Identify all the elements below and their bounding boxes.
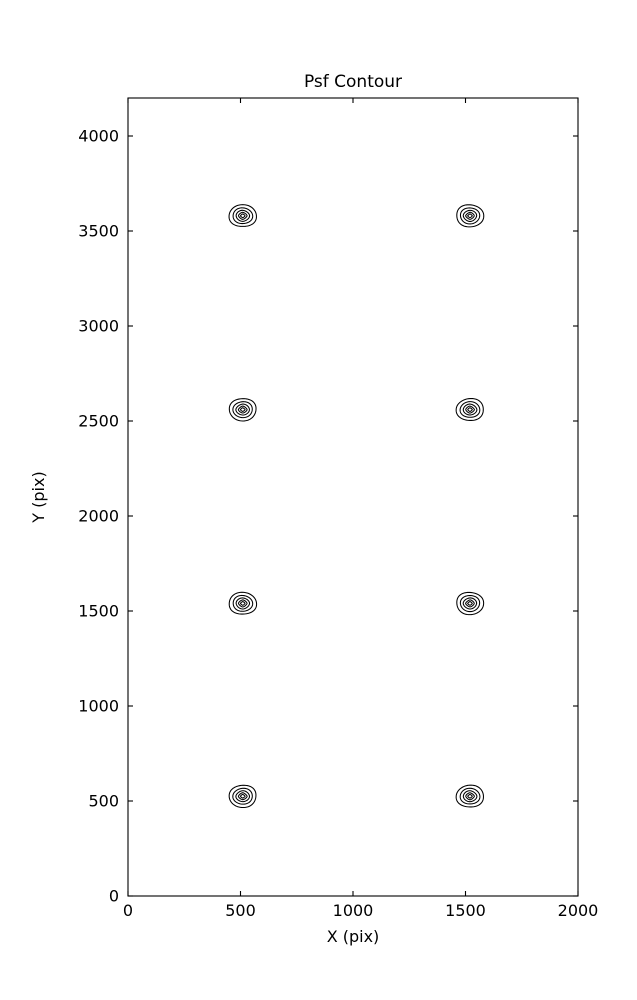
contour-level-ring xyxy=(465,792,475,801)
contour-level-ring xyxy=(235,403,250,416)
contour-level-ring xyxy=(237,599,248,608)
psf-contour-source xyxy=(455,397,484,421)
x-tick-label: 1000 xyxy=(333,901,374,920)
contour-level-ring xyxy=(456,591,485,616)
contour-level-ring xyxy=(239,213,246,219)
contour-level-ring xyxy=(455,784,484,808)
psf-contour-source xyxy=(456,591,485,616)
contour-level-ring xyxy=(459,207,481,225)
y-tick-label: 1000 xyxy=(78,697,119,716)
contour-level-ring xyxy=(228,591,258,615)
contour-level-ring xyxy=(462,597,478,610)
contour-level-ring xyxy=(232,401,253,419)
contour-level-ring xyxy=(455,397,484,421)
y-tick-label: 3000 xyxy=(78,317,119,336)
contour-level-ring xyxy=(467,600,473,606)
contour-level-ring xyxy=(459,401,481,418)
x-tick-label: 1500 xyxy=(445,901,486,920)
contour-level-ring xyxy=(459,787,481,805)
page-title: Psf Contour xyxy=(304,72,402,92)
contour-level-ring xyxy=(232,207,254,225)
contour-level-ring xyxy=(239,407,246,412)
psf-contour-source xyxy=(228,398,257,422)
psf-contour-source xyxy=(228,204,257,227)
contour-level-ring xyxy=(465,405,475,414)
y-axis-label: Y (pix) xyxy=(29,471,48,523)
y-tick-label: 2000 xyxy=(78,507,119,526)
contour-level-ring xyxy=(237,211,248,220)
x-axis-label: X (pix) xyxy=(327,927,380,946)
contour-level-ring xyxy=(228,204,257,227)
y-tick-label: 4000 xyxy=(78,127,119,146)
psf-contour-source xyxy=(455,784,484,808)
contour-level-ring xyxy=(235,790,251,803)
axes-decorations: 0 500 1000 1500 2000 0 500 1000 1500 2000 2500 3000… xyxy=(78,98,598,920)
contour-level-ring xyxy=(462,209,478,222)
contour-level-ring xyxy=(467,213,473,219)
contour-level-ring xyxy=(232,594,254,612)
y-tick-label: 2500 xyxy=(78,412,119,431)
contour-level-ring xyxy=(232,787,253,805)
contour-level-ring xyxy=(456,204,485,228)
y-tick-label: 500 xyxy=(88,792,119,811)
contour-level-ring xyxy=(462,790,478,803)
contour-level-ring xyxy=(228,784,257,809)
contour-group xyxy=(228,204,485,809)
contour-level-ring xyxy=(237,405,248,414)
contour-level-ring xyxy=(235,597,251,610)
contour-level-ring xyxy=(237,792,248,801)
x-tick-label: 500 xyxy=(225,901,256,920)
psf-contour-source xyxy=(456,204,485,228)
contour-level-ring xyxy=(239,793,246,799)
contour-level-ring xyxy=(459,595,481,613)
contour-level-ring xyxy=(465,599,475,608)
x-tick-label: 0 xyxy=(123,901,133,920)
contour-level-ring xyxy=(228,398,257,422)
y-tick-label: 0 xyxy=(109,887,119,906)
y-tick-label: 1500 xyxy=(78,602,119,621)
contour-level-ring xyxy=(467,407,473,413)
contour-level-ring xyxy=(239,601,246,606)
contour-level-ring xyxy=(465,211,475,220)
contour-level-ring xyxy=(462,403,478,416)
y-tick-label: 3500 xyxy=(78,222,119,241)
contour-level-ring xyxy=(467,793,473,799)
x-tick-label: 2000 xyxy=(558,901,599,920)
contour-level-ring xyxy=(235,209,251,222)
psf-contour-source xyxy=(228,784,257,809)
psf-contour-source xyxy=(228,591,258,615)
